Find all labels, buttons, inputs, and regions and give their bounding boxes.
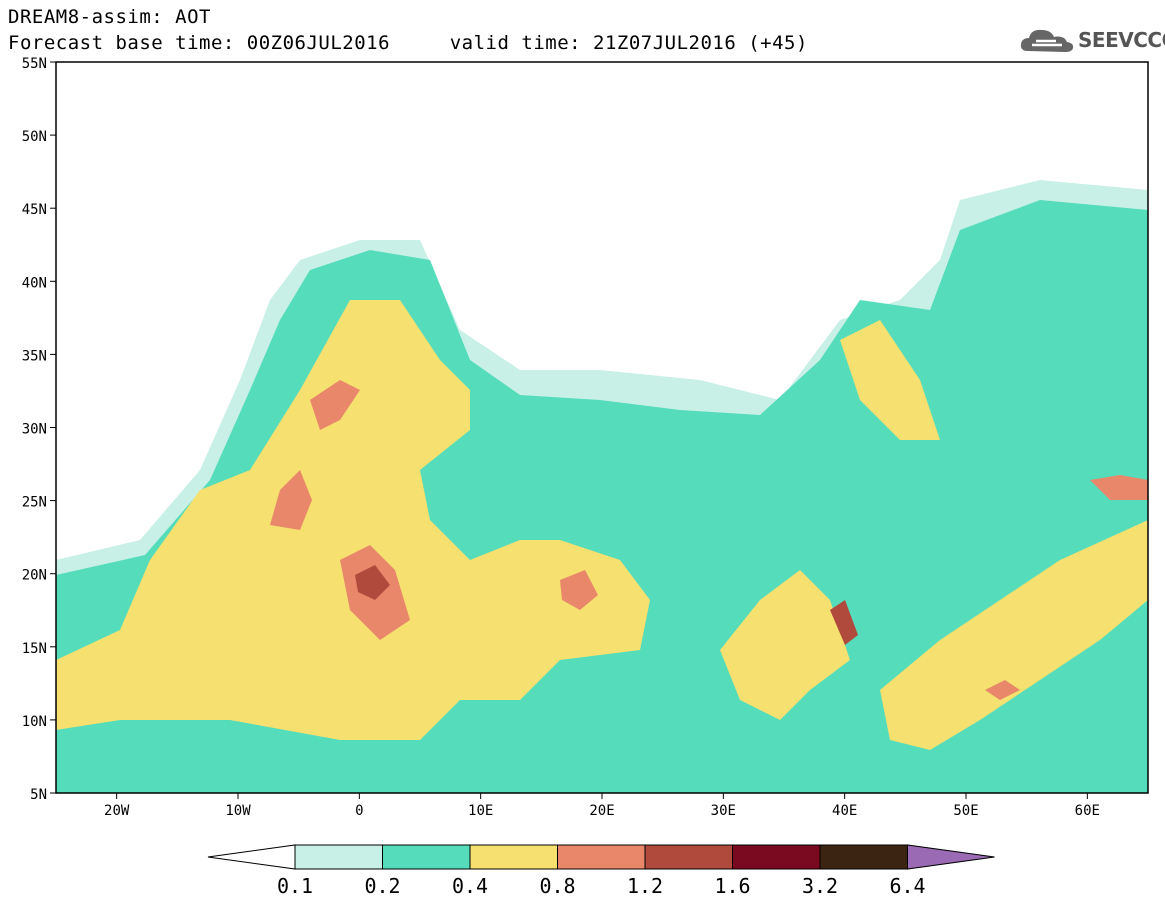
- legend-swatch: [469, 844, 558, 870]
- legend-swatch: [382, 844, 471, 870]
- lat-label: 10N: [22, 714, 47, 730]
- legend-label: 0.4: [452, 874, 488, 898]
- map-title: DREAM8-assim: AOT: [8, 6, 211, 28]
- legend-label: 0.8: [539, 874, 575, 898]
- lat-label: 25N: [22, 495, 47, 511]
- lon-label: 0: [355, 803, 363, 819]
- lon-label: 20E: [589, 803, 614, 819]
- lat-label: 50N: [22, 129, 47, 145]
- legend-swatch: [557, 844, 646, 870]
- lat-label: 35N: [22, 348, 47, 364]
- legend-label: 1.2: [627, 874, 663, 898]
- cloud-icon: [1020, 29, 1074, 52]
- lon-label: 50E: [953, 803, 978, 819]
- legend-label: 0.1: [277, 874, 313, 898]
- legend-label: 1.6: [714, 874, 750, 898]
- axis-ticks: [50, 61, 1088, 799]
- legend-arrow-low: [207, 844, 296, 870]
- aot-contour-field: [56, 62, 1148, 793]
- lon-label: 30E: [711, 803, 736, 819]
- logo-text: SEEVCCC: [1078, 28, 1165, 52]
- forecast-time-line: Forecast base time: 00Z06JUL2016 valid t…: [8, 32, 808, 54]
- lon-label: 40E: [832, 803, 857, 819]
- longitude-labels: 20W 10W 0 10E 20E 30E 40E 50E 60E: [104, 803, 1100, 819]
- legend-swatch: [294, 844, 383, 870]
- color-legend: 0.1 0.2 0.4 0.8 1.2 1.6 3.2 6.4: [207, 844, 995, 898]
- legend-arrow-high: [907, 844, 995, 870]
- lat-label: 15N: [22, 641, 47, 657]
- lat-label: 40N: [22, 275, 47, 291]
- legend-label: 3.2: [802, 874, 838, 898]
- lon-label: 60E: [1075, 803, 1100, 819]
- legend-swatch: [819, 844, 908, 870]
- lon-label: 20W: [104, 803, 130, 819]
- legend-swatch: [644, 844, 733, 870]
- lat-label: 30N: [22, 422, 47, 438]
- lat-label: 45N: [22, 202, 47, 218]
- lat-label: 55N: [22, 56, 47, 72]
- legend-label: 6.4: [889, 874, 925, 898]
- lat-label: 5N: [30, 787, 47, 803]
- lat-label: 20N: [22, 568, 47, 584]
- latitude-labels: 5N 10N 15N 20N 25N 30N 35N 40N 45N 50N 55N: [22, 56, 47, 803]
- legend-swatch: [732, 844, 821, 870]
- lon-label: 10W: [225, 803, 251, 819]
- lon-label: 10E: [468, 803, 493, 819]
- legend-label: 0.2: [364, 874, 400, 898]
